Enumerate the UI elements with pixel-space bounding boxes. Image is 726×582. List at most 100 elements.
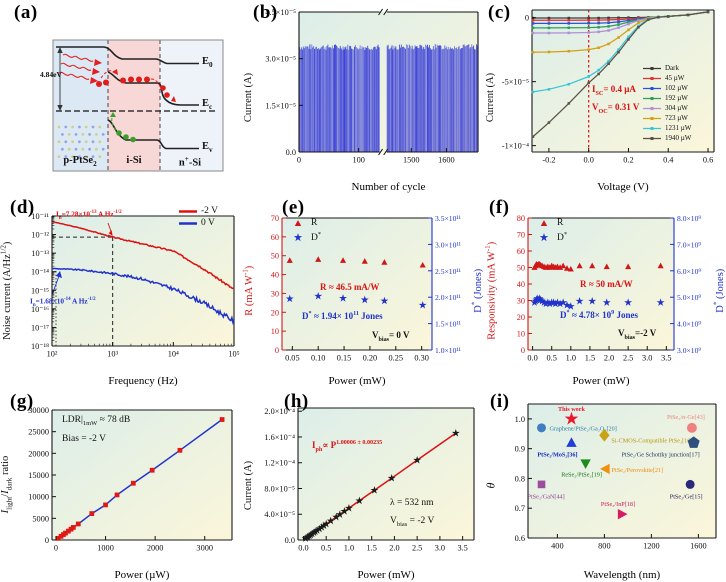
iv-chart: -0.2 0.0 0.2 0.4 0.6 0 -5×10⁻⁵ -1×10⁻⁴ [502,9,715,165]
panel-a: (a) [0,0,242,194]
svg-text:1.5: 1.5 [585,354,595,363]
svg-text:1.5: 1.5 [366,544,376,553]
svg-text:10: 10 [517,330,525,339]
svg-text:30: 30 [271,289,279,298]
ev-label: Ev [202,141,213,155]
svg-text:4.5×10⁻⁵: 4.5×10⁻⁵ [265,8,296,17]
svg-text:PtSe₂/Ge Schottky junction[17]: PtSe₂/Ge Schottky junction[17] [622,452,700,459]
svg-text:15000: 15000 [28,471,49,480]
e-y-axis-label: R (mA W-1) [241,265,256,317]
svg-text:0.0: 0.0 [286,148,296,157]
svg-text:5000: 5000 [32,514,49,523]
svg-text:1200: 1200 [643,542,660,551]
svg-text:0.4: 0.4 [663,156,674,165]
svg-text:10⁻¹⁶: 10⁻¹⁶ [31,305,49,314]
svg-text:1500: 1500 [403,156,420,165]
svg-text:0.6: 0.6 [515,534,525,543]
panel-i-label: (i) [490,391,510,412]
d-y-axis-label: Noise current (A/Hz1/2) [0,241,14,341]
noise-0v-annotation: In=1.68×10-14 A Hz-1/2 [30,296,96,308]
hole-icons [116,130,136,143]
panel-c: (c) -0.2 0.0 0.2 0.4 0.6 0 -5×10⁻⁵ -1×10⁻⁴ Curr… [484,0,726,194]
svg-text:60: 60 [517,247,525,256]
b-y-axis-label: Current (A) [243,72,254,122]
d-x-axis-label: Frequency (Hz) [108,375,178,387]
noise-chart: 10² 10³ 10⁴ 10⁵ 10⁻¹¹ 10⁻¹² 10⁻¹³ 10⁻¹⁴ 10⁻¹⁵ 10⁻… [31,212,240,359]
responsivity-neg2v-chart: 0.0 0.5 1.0 1.5 2.0 2.5 3.0 3.5 0 10 20 30 40 50 60 70 8… [517,214,702,363]
svg-text:2.0: 2.0 [389,544,399,553]
svg-text:1.2×10⁻⁴: 1.2×10⁻⁴ [264,459,295,468]
e-x-axis-label: Power (mW) [328,375,386,387]
svg-text:0: 0 [521,346,525,355]
svg-text:70: 70 [271,214,279,223]
svg-text:0.6: 0.6 [703,156,713,165]
svg-text:4.0×10⁻⁵: 4.0×10⁻⁵ [264,510,295,519]
panel-c-label: (c) [488,2,511,23]
svg-text:2.0×10¹¹: 2.0×10¹¹ [435,293,461,302]
voc-annotation: VOC= 0.31 V [592,102,640,115]
f-y2-axis-label: D* (Jones) [712,268,726,314]
svg-text:30: 30 [517,297,525,306]
svg-text:0: 0 [297,156,301,165]
svg-text:50: 50 [271,252,279,261]
svg-text:0.5: 0.5 [547,354,557,363]
svg-text:60: 60 [271,233,279,242]
svg-text:3.5: 3.5 [661,354,671,363]
svg-text:-5×10⁻⁵: -5×10⁻⁵ [502,78,529,87]
svg-text:7.0×10⁹: 7.0×10⁹ [677,240,701,249]
svg-text:3.5: 3.5 [457,544,467,553]
svg-text:20: 20 [517,313,525,322]
panel-h-label: (h) [284,391,309,412]
band-diagram [52,39,224,172]
svg-text:10³: 10³ [107,350,118,359]
panel-f: (f) 0.0 0.5 1.0 1.5 2.0 2.5 3.0 3.5 0 10 20 30 40 50 6… [484,194,726,388]
svg-text:0: 0 [54,544,58,553]
svg-text:Si-CMOS-Compatible PtSe₂[16]: Si-CMOS-Compatible PtSe₂[16] [611,437,692,444]
svg-text:0.9: 0.9 [515,445,525,454]
e0-label: E0 [202,56,213,70]
svg-text:2.5: 2.5 [412,544,422,553]
svg-text:8.0×10⁻⁵: 8.0×10⁻⁵ [264,484,295,493]
svg-text:0.0: 0.0 [527,354,537,363]
svg-text:-1×10⁻⁴: -1×10⁻⁴ [502,142,529,151]
panel-e: (e) 0.05 0.10 0.15 0.20 0.25 0.30 0 10 20 30 40 50 6… [241,194,485,388]
svg-text:0.2: 0.2 [623,156,633,165]
bias-annotation-g: Bias = -2 V [62,434,106,444]
svg-text:0: 0 [45,536,49,545]
svg-text:0.10: 0.10 [311,354,326,363]
svg-text:3.5×10¹¹: 3.5×10¹¹ [435,214,461,223]
r-value-annotation-f: R ≈ 50 mA/W [580,279,633,289]
svg-text:PtSe₂/GaN[44]: PtSe₂/GaN[44] [528,493,565,500]
e-y2-axis-label: D* (Jones) [470,268,485,314]
svg-text:0.20: 0.20 [363,354,378,363]
panel-i: (i) 400 800 1200 1600 0.6 0.7 0.8 0.9 1.0 This wo… [483,388,726,582]
panel-d-label: (d) [10,197,35,218]
svg-text:30000: 30000 [28,406,49,415]
svg-text:3.0×10⁹: 3.0×10⁹ [677,346,701,355]
svg-text:1.6×10⁻⁴: 1.6×10⁻⁴ [264,433,295,442]
svg-text:1600: 1600 [438,156,455,165]
svg-text:10: 10 [271,327,279,336]
svg-text:0.0: 0.0 [285,536,295,545]
photocurrent-power-chart: 0.0 0.5 1.0 1.5 2.0 2.5 3.0 3.5 0.0 4.0×10⁻⁵ 8.0×1… [264,407,475,553]
wavelength-annotation: λ = 532 nm [390,498,434,508]
panel-b-label: (b) [253,2,278,23]
svg-text:20000: 20000 [28,449,49,458]
svg-text:1.5×10¹¹: 1.5×10¹¹ [435,320,461,329]
responsivity-0v-chart: 0.05 0.10 0.15 0.20 0.25 0.30 0 10 20 30 40 50 60 70 1… [271,214,461,363]
work-function-label: 4.84eV [40,70,62,79]
svg-text:3.0: 3.0 [435,544,445,553]
region-label-n: n+-Si [178,155,202,169]
svg-text:10⁻¹⁵: 10⁻¹⁵ [31,286,49,295]
svg-text:PtSe₂/Perovskite[21]: PtSe₂/Perovskite[21] [612,467,664,474]
svg-text:0.0: 0.0 [584,156,594,165]
svg-text:6.0×10⁹: 6.0×10⁹ [677,267,701,276]
r-value-annotation-e: R ≈ 46.5 mA/W [320,282,380,292]
svg-text:1.0: 1.0 [515,415,525,424]
svg-text:10⁵: 10⁵ [228,350,239,359]
svg-text:0: 0 [525,14,529,23]
e-legend: R D* [288,218,321,244]
svg-text:1600: 1600 [690,542,707,551]
f-x-axis-label: Power (mW) [572,375,630,387]
